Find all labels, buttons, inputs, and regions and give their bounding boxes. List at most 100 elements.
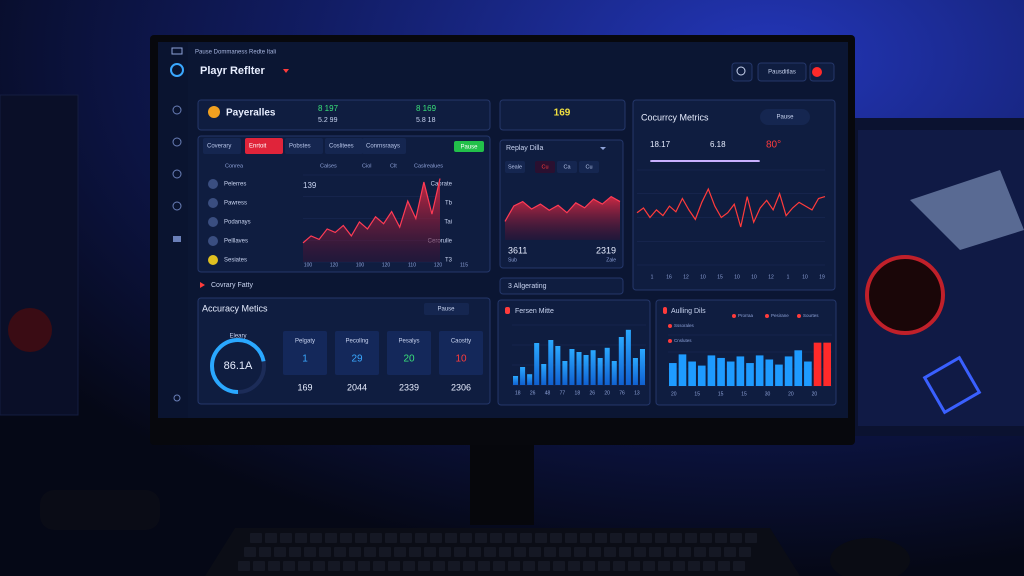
tab[interactable] — [505, 161, 525, 173]
label: 1 — [302, 354, 308, 365]
label: Pause — [460, 145, 478, 151]
key — [718, 561, 730, 571]
key — [598, 561, 610, 571]
key — [394, 547, 406, 557]
search-button[interactable] — [731, 62, 753, 82]
label: Caostty — [451, 339, 471, 345]
stat-value: 8 197 — [318, 104, 339, 113]
bar — [597, 358, 603, 385]
bar — [534, 343, 540, 385]
key — [475, 533, 487, 543]
nav-icon[interactable] — [172, 137, 182, 147]
key — [358, 561, 370, 571]
key — [478, 561, 490, 571]
key — [295, 533, 307, 543]
tab[interactable] — [245, 138, 283, 154]
bar — [784, 356, 793, 386]
line — [636, 187, 826, 228]
x-tick-label: 12 — [683, 274, 689, 280]
legend-swatch — [732, 314, 736, 318]
label: 139 — [303, 181, 317, 190]
row-icon — [208, 236, 218, 246]
key — [403, 561, 415, 571]
area — [303, 178, 440, 262]
label: Sub — [508, 257, 517, 263]
progress-bar — [650, 160, 760, 162]
key — [559, 547, 571, 557]
label: 2306 — [451, 382, 471, 392]
action-button[interactable] — [454, 141, 484, 152]
legend-swatch — [797, 314, 801, 318]
label: Eleary — [229, 334, 246, 340]
key — [670, 533, 682, 543]
bar — [555, 346, 561, 385]
header-button[interactable] — [757, 62, 807, 82]
bar — [717, 357, 725, 386]
key — [694, 547, 706, 557]
menu-icon[interactable] — [171, 47, 183, 55]
bar — [625, 329, 631, 385]
key — [463, 561, 475, 571]
label: Payeralles — [226, 108, 276, 119]
key — [589, 547, 601, 557]
label: Accuracy Metics — [202, 303, 268, 313]
label: Replay Dilla — [506, 145, 543, 152]
button[interactable] — [760, 109, 810, 125]
tab[interactable] — [579, 161, 599, 173]
label: Coverary — [207, 144, 231, 150]
stat-card — [335, 331, 379, 375]
tab[interactable] — [535, 161, 555, 173]
nav-icon[interactable] — [173, 394, 181, 402]
avatar — [208, 106, 220, 118]
row-icon — [208, 179, 218, 189]
nav-icon[interactable] — [173, 236, 181, 242]
label: Tai — [444, 220, 452, 226]
key — [610, 533, 622, 543]
x-tick-label: 19 — [819, 274, 825, 280]
right-screen-art — [910, 170, 1024, 250]
label: Podanays — [224, 220, 251, 226]
label: Sesiates — [224, 258, 247, 264]
key — [499, 547, 511, 557]
bar — [583, 355, 589, 385]
label: 29 — [351, 354, 363, 365]
stat-card — [387, 331, 431, 375]
x-tick-label: 10 — [700, 274, 706, 280]
bar — [697, 365, 706, 386]
stat-sub: 5.8 18 — [416, 117, 436, 124]
label: Fersen Mitte — [515, 308, 554, 315]
nav-icon[interactable] — [172, 105, 182, 115]
label: 2339 — [399, 382, 419, 392]
nav-icon[interactable] — [172, 169, 182, 179]
key — [445, 533, 457, 543]
bar — [611, 361, 617, 385]
key — [643, 561, 655, 571]
key — [700, 533, 712, 543]
key — [268, 561, 280, 571]
tab[interactable] — [285, 138, 323, 154]
nav-icon[interactable] — [172, 201, 182, 211]
key — [340, 533, 352, 543]
key — [493, 561, 505, 571]
tab[interactable] — [203, 138, 241, 154]
tab[interactable] — [557, 161, 577, 173]
label: Pelerres — [224, 182, 246, 188]
label: 10 — [455, 354, 467, 365]
button[interactable] — [424, 303, 469, 315]
bar — [576, 352, 582, 385]
key — [439, 547, 451, 557]
logo[interactable] — [170, 63, 184, 77]
chevron — [600, 147, 606, 150]
legend-label: Sssorales — [674, 323, 695, 328]
key — [745, 533, 757, 543]
bar — [632, 358, 638, 385]
x-tick-label: 10 — [802, 274, 808, 280]
tab[interactable] — [325, 138, 363, 154]
key — [733, 561, 745, 571]
key — [319, 547, 331, 557]
tab[interactable] — [362, 138, 406, 154]
key — [514, 547, 526, 557]
key — [418, 561, 430, 571]
